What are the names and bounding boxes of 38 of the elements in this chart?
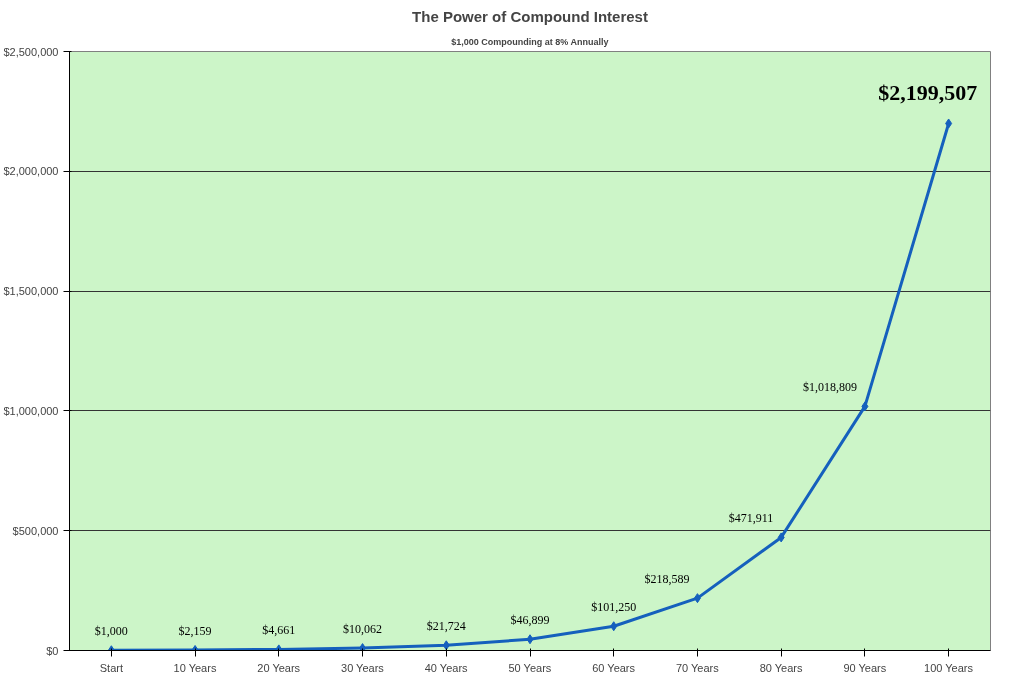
point	[442, 640, 450, 651]
x-tick-label: 80 Years	[759, 661, 803, 674]
x-tick-label: 90 Years	[843, 661, 887, 674]
data-label: $471,911	[728, 511, 774, 526]
data-label: $101,250	[591, 600, 637, 615]
point	[861, 401, 869, 412]
point	[693, 593, 701, 604]
x-tick-label: 50 Years	[508, 661, 552, 674]
point	[526, 634, 534, 645]
chart-title: The Power of Compound Interest	[412, 7, 648, 25]
y-tick-label: $2,000,000	[3, 165, 59, 178]
x-tick-label: 10 Years	[173, 661, 217, 674]
data-label: $1,018,809	[802, 380, 857, 395]
x-tick-label: 20 Years	[257, 661, 301, 674]
data-label: $46,899	[510, 613, 550, 628]
data-label: $4,661	[262, 623, 296, 638]
data-label: $2,199,507	[878, 80, 978, 106]
data-label: $10,062	[343, 622, 383, 637]
chart-subtitle: $1,000 Compounding at 8% Annually	[451, 36, 609, 47]
point	[777, 532, 785, 543]
x-tick-label: 30 Years	[341, 661, 385, 674]
x-tick-label: 40 Years	[424, 661, 469, 674]
x-tick-label: 60 Years	[592, 661, 636, 674]
point	[610, 621, 618, 632]
data-label: $218,589	[644, 572, 690, 587]
x-tick-label: 70 Years	[675, 661, 720, 674]
data-label: $1,000	[94, 624, 128, 639]
point	[359, 643, 367, 651]
y-tick-label: $1,000,000	[3, 404, 59, 417]
x-tick-label: Start	[99, 661, 123, 674]
y-tick-label: $500,000	[12, 524, 59, 537]
y-tick-label: $2,500,000	[3, 45, 59, 58]
x-tick-label: 100 Years	[924, 661, 974, 674]
data-label: $21,724	[426, 619, 466, 634]
y-tick-label: $1,500,000	[3, 285, 59, 298]
y-tick-label: $0	[46, 644, 59, 657]
point	[945, 118, 953, 129]
data-label: $2,159	[178, 623, 212, 638]
